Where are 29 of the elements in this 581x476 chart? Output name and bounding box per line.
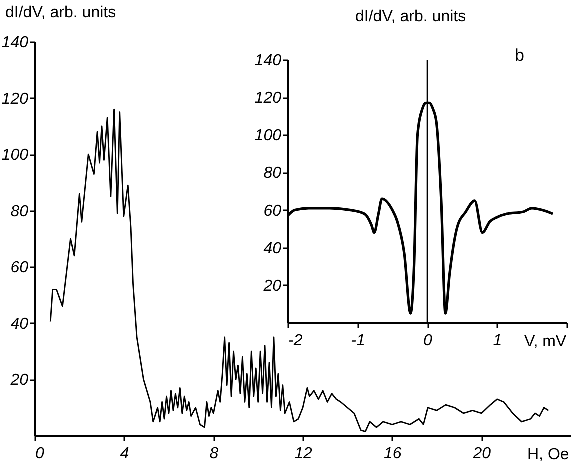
- y-tick-label: 120: [2, 90, 29, 108]
- y-axis-title: dI/dV, arb. units: [6, 4, 116, 22]
- y-tick-label: 100: [254, 128, 282, 145]
- y-tick-label: 100: [2, 147, 29, 164]
- x-tick-label: 12: [294, 446, 312, 462]
- annotation: b: [515, 46, 524, 65]
- y-tick-label: 140: [2, 34, 29, 52]
- y-tick-label: 40: [10, 316, 29, 333]
- y-tick-label: 80: [264, 165, 282, 182]
- y-tick-label: 60: [10, 260, 29, 277]
- x-tick-label: 0: [36, 446, 44, 462]
- x-tick-label: 20: [472, 446, 492, 462]
- x-tick-label: 1: [493, 332, 502, 350]
- x-tick-label: 8: [210, 446, 219, 462]
- y-tick-label: 120: [254, 90, 282, 108]
- y-tick-label: 20: [262, 278, 282, 295]
- y-tick-label: 40: [264, 240, 282, 258]
- y-tick-label: 60: [264, 202, 282, 220]
- x-tick-label: -1: [351, 332, 366, 350]
- y-tick-label: 80: [10, 203, 29, 220]
- y-tick-label: 140: [254, 52, 282, 70]
- y-tick-label: 20: [10, 372, 29, 390]
- x-tick-label: 16: [384, 446, 402, 462]
- x-axis-title: V, mV: [524, 334, 567, 350]
- x-tick-label: -2: [288, 332, 303, 350]
- x-tick-label: 0: [424, 332, 433, 350]
- x-axis-title: H, Oe: [528, 446, 570, 464]
- x-tick-label: 4: [120, 446, 130, 462]
- y-axis-title: dI/dV, arb. units: [356, 8, 466, 26]
